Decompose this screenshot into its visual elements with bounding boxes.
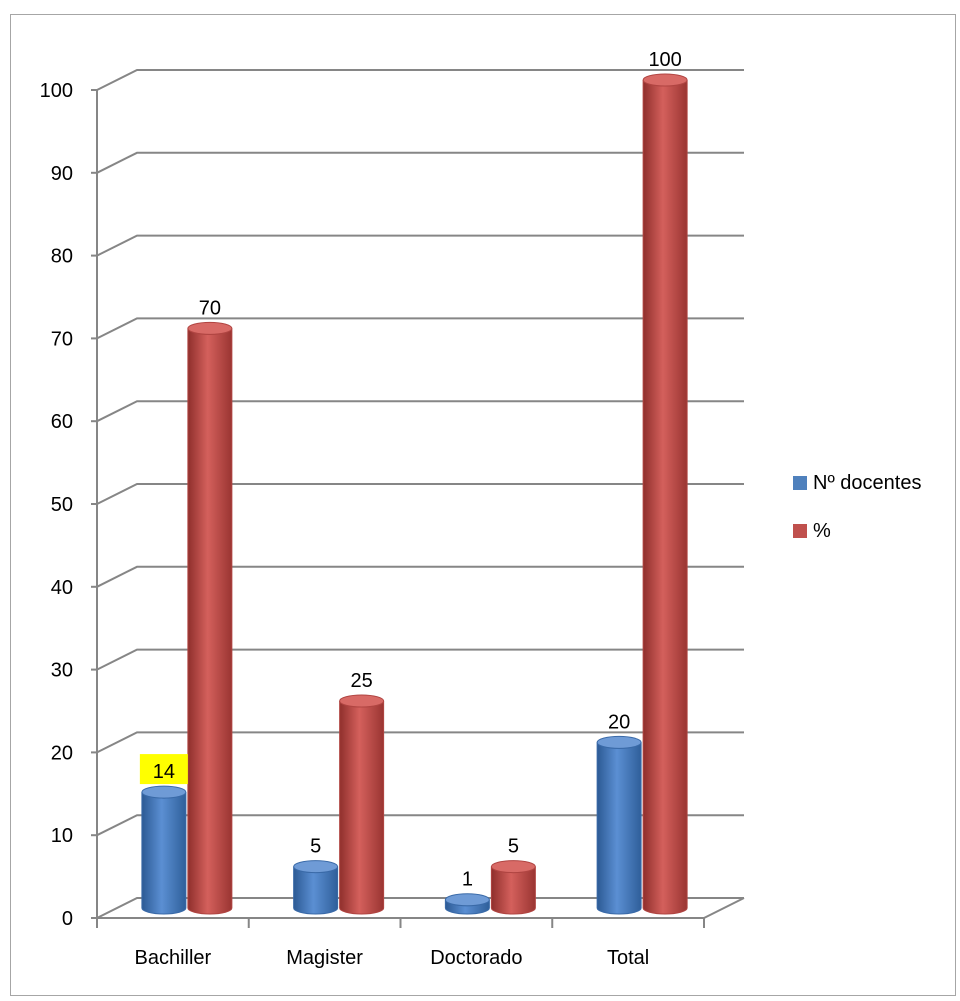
bar-top [141,785,187,799]
gridline [96,400,744,423]
gridlines [96,69,744,919]
x-tick-label: Total [607,947,649,969]
bar-pct-bachiller [187,321,233,915]
legend-swatch [793,524,807,538]
gridline [96,317,744,340]
y-tick-label: 90 [51,163,73,185]
data-label-pct-bachiller: 70 [199,297,221,319]
bar-top [444,893,490,907]
gridline [96,483,744,505]
bar-pct-doctorado [490,860,536,915]
data-label-highlight [139,754,188,785]
gridline [96,897,744,919]
bar-top [293,860,339,874]
y-tick-label: 40 [51,577,73,599]
data-label-pct-total: 100 [648,49,681,71]
gridline [96,648,744,671]
gridline [96,565,744,588]
bar-top [596,735,642,749]
bar-body [490,866,536,915]
legend-item-n-docentes: Nº docentes [793,472,921,494]
bar-top [490,860,536,874]
bar-n-docentes-total [596,735,642,915]
floor-edge [703,897,745,919]
legend-label: Nº docentes [813,472,921,494]
bar-top [187,321,233,335]
data-label-pct-doctorado: 5 [508,836,519,858]
bars [141,73,688,915]
gridline [96,151,744,174]
bar-top [339,694,385,708]
gridline [96,731,744,754]
x-tick-label: Magister [286,947,363,969]
legend-label: % [813,520,831,542]
y-tick-label: 80 [51,246,73,268]
data-label-n-docentes-total: 20 [608,711,630,733]
bar-body [339,700,385,915]
axes: 0 10 20 30 40 50 60 70 80 90 100 Bachiller Magister D… [40,80,745,969]
data-label-pct-magister: 25 [351,670,373,692]
bar-top [642,73,688,87]
data-label-n-docentes-magister: 5 [310,836,321,858]
y-tick-label: 0 [62,908,73,930]
y-tick-label: 20 [51,742,73,764]
gridline [96,69,744,91]
bar-n-docentes-bachiller [141,785,187,915]
y-tick-label: 70 [51,328,73,350]
y-tick-label: 30 [51,660,73,682]
data-labels: 14 70 5 25 1 5 20 100 [139,49,682,891]
bar-pct-magister [339,694,385,915]
legend-swatch [793,476,807,490]
y-tick-label: 60 [51,411,73,433]
bar-body [187,328,233,915]
y-tick-label: 100 [40,80,73,102]
bar-body [293,866,339,915]
gridline [96,814,744,837]
bar-n-docentes-doctorado [444,893,490,915]
bar-body [642,79,688,915]
data-label-n-docentes-doctorado: 1 [462,869,473,891]
x-tick-label: Doctorado [430,947,522,969]
y-tick-label: 50 [51,494,73,516]
data-label-n-docentes-bachiller: 14 [153,761,175,783]
legend: Nº docentes% [793,472,921,542]
bar-body [596,742,642,915]
x-tick-label: Bachiller [135,947,212,969]
bar-n-docentes-magister [293,860,339,915]
gridline [96,234,744,257]
bar-body [141,791,187,915]
legend-item-pct: % [793,520,831,542]
y-tick-label: 10 [51,825,73,847]
bar-pct-total [642,73,688,915]
